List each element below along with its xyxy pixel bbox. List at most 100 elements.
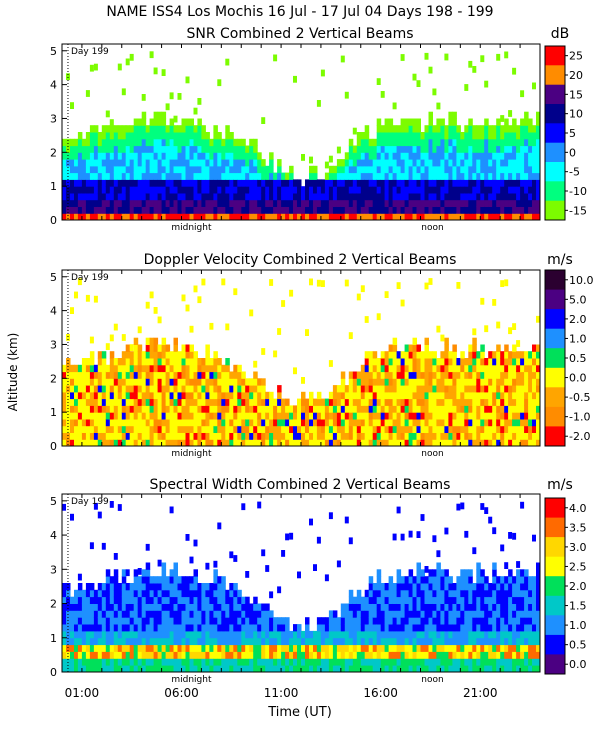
panel-doppler: Doppler Velocity Combined 2 Vertical Bea…	[50, 252, 594, 459]
heatmap-cell	[74, 617, 79, 625]
heatmap-cell	[137, 132, 143, 140]
heatmap-cell	[524, 603, 529, 611]
heatmap-cell	[74, 405, 79, 413]
heatmap-cell	[217, 79, 222, 87]
heatmap-cell	[62, 603, 67, 611]
heatmap-cell	[528, 630, 533, 639]
heatmap-cell	[165, 596, 171, 604]
heatmap-cell	[129, 371, 135, 379]
heatmap-cell	[62, 186, 67, 194]
heatmap-cell	[468, 658, 473, 666]
heatmap-cell	[97, 425, 103, 433]
heatmap-cell	[205, 644, 210, 652]
heatmap-cell	[157, 398, 163, 406]
heatmap-cell	[269, 651, 274, 659]
heatmap-cell	[249, 425, 254, 433]
heatmap-cell	[66, 412, 71, 420]
heatmap-cell	[496, 179, 501, 187]
heatmap-cell	[85, 603, 91, 611]
heatmap-cell	[436, 624, 441, 632]
heatmap-cell	[265, 398, 270, 406]
heatmap-cell	[424, 418, 429, 427]
heatmap-cell	[77, 603, 83, 611]
heatmap-cell	[241, 199, 246, 207]
heatmap-cell	[416, 199, 421, 207]
heatmap-cell	[233, 583, 238, 591]
heatmap-cell	[316, 624, 322, 632]
heatmap-cell	[297, 186, 302, 194]
heatmap-cell	[265, 637, 270, 646]
heatmap-cell	[488, 425, 493, 433]
heatmap-cell	[400, 610, 406, 618]
heatmap-cell	[528, 418, 533, 427]
heatmap-cell	[444, 53, 449, 61]
heatmap-cell	[436, 371, 441, 379]
heatmap-cell	[77, 206, 83, 214]
heatmap-cell	[368, 432, 374, 440]
heatmap-cell	[440, 159, 445, 167]
heatmap-cell	[197, 98, 202, 105]
heatmap-cell	[400, 54, 405, 61]
heatmap-cell	[221, 610, 226, 618]
heatmap-cell	[109, 439, 115, 447]
heatmap-cell	[416, 371, 421, 379]
heatmap-cell	[512, 186, 517, 194]
heatmap-cell	[428, 391, 433, 400]
heatmap-cell	[360, 432, 366, 440]
heatmap-cell	[169, 159, 175, 167]
heatmap-cell	[85, 192, 91, 201]
heatmap-cell	[400, 630, 406, 639]
heatmap-cell	[129, 125, 135, 133]
heatmap-cell	[436, 192, 441, 201]
panel-width-unit: m/s	[547, 477, 573, 493]
heatmap-cell	[352, 179, 358, 187]
heatmap-cell	[133, 637, 139, 646]
heatmap-cell	[396, 596, 402, 604]
heatmap-cell	[209, 159, 214, 167]
heatmap-cell	[217, 583, 222, 591]
heatmap-cell	[472, 583, 477, 591]
heatmap-cell	[444, 596, 449, 604]
heatmap-cell	[436, 364, 441, 373]
heatmap-cell	[444, 344, 449, 352]
heatmap-cell	[528, 583, 533, 591]
heatmap-cell	[193, 138, 198, 147]
heatmap-cell	[456, 371, 461, 379]
heatmap-cell	[340, 206, 346, 214]
heatmap-cell	[181, 412, 186, 420]
heatmap-cell	[117, 172, 123, 180]
heatmap-cell	[488, 179, 493, 187]
heatmap-cell	[436, 610, 441, 618]
heatmap-cell	[424, 439, 429, 447]
heatmap-cell	[85, 658, 91, 666]
heatmap-cell	[408, 630, 414, 639]
heatmap-cell	[420, 385, 425, 393]
heatmap-cell	[504, 651, 509, 659]
heatmap-cell	[472, 630, 477, 639]
heatmap-cell	[340, 665, 346, 673]
heatmap-cell	[149, 179, 155, 187]
heatmap-cell	[520, 624, 525, 632]
heatmap-cell	[125, 418, 131, 427]
heatmap-cell	[193, 610, 198, 618]
heatmap-cell	[81, 138, 87, 147]
midnight-label: midnight	[171, 223, 212, 233]
heatmap-cell	[141, 186, 147, 194]
heatmap-cell	[404, 637, 410, 646]
heatmap-cell	[185, 617, 190, 625]
heatmap-cell	[388, 603, 394, 611]
heatmap-cell	[141, 364, 147, 373]
heatmap-cell	[209, 610, 214, 618]
heatmap-cell	[161, 371, 167, 379]
heatmap-cell	[249, 418, 254, 427]
heatmap-cell	[512, 213, 517, 221]
heatmap-cell	[368, 589, 374, 598]
heatmap-cell	[89, 596, 95, 604]
heatmap-cell	[396, 630, 402, 639]
heatmap-cell	[157, 186, 163, 194]
heatmap-cell	[189, 125, 194, 133]
heatmap-cell	[221, 378, 226, 386]
heatmap-cell	[392, 138, 398, 147]
heatmap-cell	[416, 617, 421, 625]
